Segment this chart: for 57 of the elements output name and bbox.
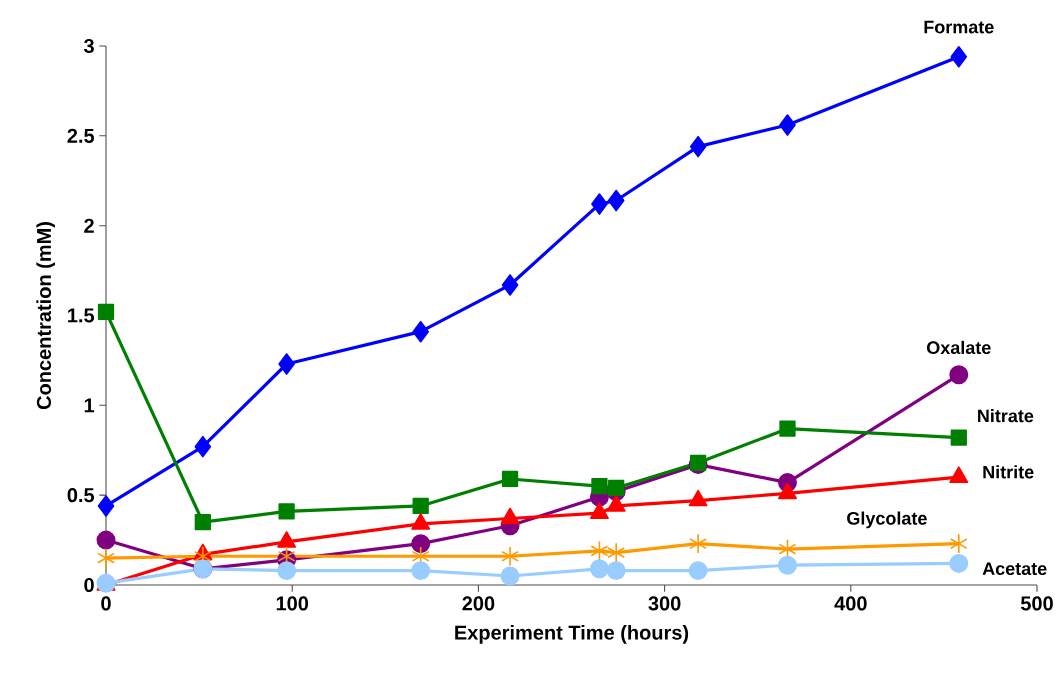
point <box>194 435 212 458</box>
x-tick-label: 500 <box>1020 596 1053 611</box>
y-tick-label: 2 <box>84 218 94 233</box>
point <box>779 420 796 437</box>
point <box>97 303 115 321</box>
point <box>412 320 429 343</box>
x-axis-title: Experiment Time (hours) <box>455 625 689 644</box>
point <box>194 513 211 531</box>
series-label: Glycolate <box>847 511 927 529</box>
point <box>589 559 609 579</box>
y-tick-label: 1.5 <box>68 308 95 323</box>
point <box>949 533 968 554</box>
point <box>591 478 608 495</box>
point <box>950 45 968 68</box>
y-tick-label: 1 <box>84 398 95 413</box>
x-tick-label: 200 <box>462 596 495 611</box>
series-label: Nitrite <box>983 465 1034 479</box>
point <box>607 542 626 563</box>
point <box>689 533 707 554</box>
y-tick-label: 2.5 <box>67 128 95 143</box>
series-label: Nitrate <box>978 409 1034 423</box>
point <box>949 365 969 385</box>
point <box>97 495 115 517</box>
point <box>501 470 519 488</box>
y-tick-label: 0.5 <box>67 488 95 503</box>
point <box>688 561 708 581</box>
point <box>950 429 967 446</box>
point <box>278 353 295 375</box>
series-label: Oxalate <box>927 340 991 355</box>
point <box>591 193 608 215</box>
point <box>96 530 116 550</box>
y-tick-label: 0 <box>84 577 94 593</box>
point <box>590 540 609 561</box>
point <box>412 497 429 515</box>
point <box>608 479 625 497</box>
point <box>411 561 431 581</box>
point <box>278 503 295 520</box>
point <box>607 189 625 212</box>
point <box>689 135 707 158</box>
series-label: Formate <box>924 20 994 34</box>
point <box>411 534 431 554</box>
point <box>500 566 520 586</box>
point <box>778 555 797 575</box>
x-tick-label: 0 <box>101 596 111 611</box>
point <box>501 274 519 296</box>
y-tick-label: 3 <box>83 38 94 54</box>
x-tick-label: 100 <box>276 596 309 611</box>
x-tick-label: 300 <box>648 596 681 611</box>
point <box>501 546 519 567</box>
series-label: Acetate <box>982 562 1047 576</box>
y-axis-title: Concentration (mM) <box>36 222 55 410</box>
point <box>97 547 115 569</box>
x-tick-label: 400 <box>834 596 867 611</box>
point <box>606 561 626 581</box>
point <box>949 553 969 573</box>
point <box>779 114 796 136</box>
point <box>277 561 297 581</box>
